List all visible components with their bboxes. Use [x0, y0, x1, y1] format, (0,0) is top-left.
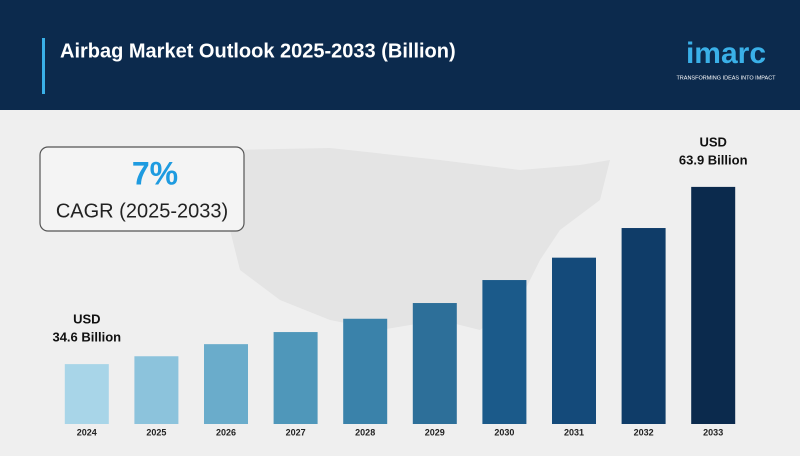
cagr-value: 7%	[132, 155, 178, 191]
x-tick-label: 2030	[494, 427, 514, 437]
bar	[134, 356, 179, 424]
x-tick-label: 2028	[355, 427, 375, 437]
bar	[412, 303, 457, 424]
bar	[482, 280, 527, 424]
cagr-box	[39, 146, 245, 232]
cagr-label: CAGR (2025-2033)	[56, 200, 228, 222]
plot: 2024 USD 34.6 Billion 2025 2026 2027 2028 2029 2…	[52, 134, 747, 437]
value-label: 34.6 Billion	[52, 330, 121, 345]
x-tick-label: 2026	[216, 427, 236, 437]
bar	[204, 344, 248, 424]
bar	[64, 364, 109, 424]
logo: imarc	[686, 37, 766, 70]
value-unit: USD	[73, 312, 100, 327]
header-accent	[42, 38, 45, 94]
logo-tagline: TRANSFORMING IDEAS INTO IMPACT	[676, 75, 776, 81]
x-tick-label: 2029	[425, 427, 445, 437]
bar	[621, 228, 666, 424]
x-tick-label: 2024	[77, 427, 97, 437]
x-tick-label: 2033	[703, 427, 723, 437]
x-tick-label: 2032	[634, 427, 654, 437]
bar	[273, 332, 318, 424]
x-tick-label: 2031	[564, 427, 584, 437]
x-tick-label: 2025	[146, 427, 166, 437]
header-band	[0, 0, 800, 110]
value-unit: USD	[699, 134, 726, 149]
bar	[552, 257, 596, 424]
x-tick-label: 2027	[286, 427, 306, 437]
value-label: 63.9 Billion	[679, 152, 748, 167]
bar	[343, 318, 388, 424]
bar	[691, 186, 736, 424]
title: Airbag Market Outlook 2025-2033 (Billion…	[60, 40, 456, 62]
